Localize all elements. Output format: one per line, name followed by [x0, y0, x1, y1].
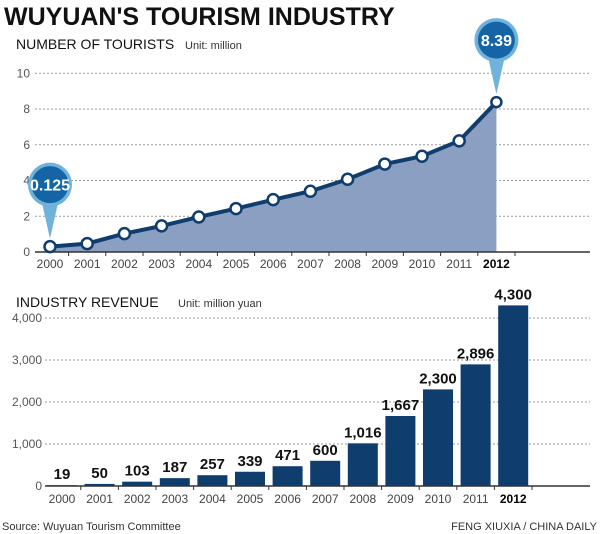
revenue-unit: Unit: million yuan — [178, 298, 262, 310]
x-tick-label: 2004 — [185, 257, 212, 271]
bar — [385, 415, 416, 486]
x-tick-label: 2005 — [223, 257, 250, 271]
data-point — [117, 226, 132, 241]
data-label: 2,896 — [457, 345, 495, 362]
y-tick-label: 2,000 — [12, 395, 42, 409]
data-point — [43, 239, 57, 254]
bar — [347, 443, 378, 486]
y-tick-label: 10 — [17, 66, 31, 80]
x-tick-label: 2011 — [463, 492, 489, 506]
bar — [272, 466, 303, 486]
callout-pointer — [41, 198, 59, 239]
y-tick-label: 0 — [35, 479, 42, 493]
y-tick-label: 3,000 — [12, 353, 42, 367]
data-point — [192, 210, 206, 224]
callout-pointer — [487, 54, 506, 95]
bar — [159, 478, 190, 486]
data-point — [266, 192, 280, 207]
x-tick-label: 2001 — [74, 257, 101, 271]
data-label: 339 — [237, 453, 262, 470]
main-title: WUYUAN'S TOURISM INDUSTRY — [4, 3, 395, 31]
x-tick-label: 2009 — [387, 492, 414, 506]
area-fill — [50, 102, 497, 252]
callout-label: 8.39 — [481, 33, 512, 50]
x-tick-label: 2007 — [312, 492, 339, 506]
x-tick-label: 2010 — [425, 492, 452, 506]
callout-bubble — [31, 166, 69, 204]
bar — [460, 364, 491, 486]
bar — [197, 475, 228, 486]
x-tick-label: 2011 — [446, 257, 472, 271]
data-point — [415, 149, 429, 163]
data-label: 1,016 — [344, 424, 382, 441]
x-tick-label: 2006 — [260, 257, 287, 271]
x-tick-label: 2007 — [297, 257, 324, 271]
x-tick-label: 2005 — [237, 492, 264, 506]
data-point — [303, 184, 318, 198]
x-tick-label: 2012 — [500, 492, 527, 506]
x-tick-label: 2008 — [334, 257, 361, 271]
tourists-title: NUMBER OF TOURISTS — [16, 36, 174, 52]
data-label: 600 — [313, 442, 338, 459]
tourists-unit: Unit: million — [185, 40, 242, 52]
data-point — [378, 157, 392, 171]
data-label: 471 — [275, 447, 300, 464]
x-tick-label: 2002 — [111, 257, 138, 271]
y-tick-label: 0 — [23, 245, 30, 259]
credit: FENG XIUXIA / CHINA DAILY — [451, 521, 598, 533]
callout-bubble — [477, 21, 515, 59]
bar — [310, 460, 341, 486]
bar — [423, 389, 453, 486]
data-label: 103 — [125, 463, 150, 480]
y-tick-label: 4 — [23, 174, 30, 188]
bar — [122, 481, 153, 486]
data-point — [490, 95, 503, 109]
data-label: 4,300 — [494, 286, 532, 303]
data-point — [154, 219, 169, 233]
data-label: 257 — [200, 456, 225, 473]
y-tick-label: 4,000 — [12, 311, 42, 325]
source: Source: Wuyuan Tourism Committee — [2, 521, 181, 533]
x-tick-label: 2004 — [199, 492, 226, 506]
x-tick-label: 2008 — [349, 492, 376, 506]
x-tick-label: 2003 — [161, 492, 188, 506]
data-point — [80, 236, 94, 251]
data-label: 2,300 — [419, 370, 457, 387]
bar — [235, 471, 265, 486]
x-tick-label: 2000 — [37, 257, 64, 271]
x-tick-label: 2001 — [86, 492, 113, 506]
data-point — [229, 201, 243, 216]
data-label: 187 — [162, 459, 187, 476]
data-label: 1,667 — [382, 397, 420, 414]
data-point — [340, 172, 355, 187]
bar — [498, 305, 529, 486]
bar — [84, 483, 115, 486]
data-point — [452, 134, 466, 148]
x-tick-label: 2000 — [49, 492, 76, 506]
x-tick-label: 2003 — [148, 257, 175, 271]
y-tick-label: 6 — [23, 138, 30, 152]
data-label: 50 — [91, 465, 108, 482]
x-tick-label: 2006 — [274, 492, 301, 506]
callout-label: 0.125 — [30, 178, 70, 195]
y-tick-label: 8 — [23, 102, 30, 116]
x-tick-label: 2010 — [409, 257, 436, 271]
revenue-title: INDUSTRY REVENUE — [16, 294, 159, 310]
y-tick-label: 2 — [23, 209, 30, 223]
data-label: 19 — [54, 466, 71, 483]
x-tick-label: 2012 — [483, 257, 510, 271]
x-tick-label: 2009 — [371, 257, 398, 271]
y-tick-label: 1,000 — [12, 437, 42, 451]
x-tick-label: 2002 — [124, 492, 151, 506]
